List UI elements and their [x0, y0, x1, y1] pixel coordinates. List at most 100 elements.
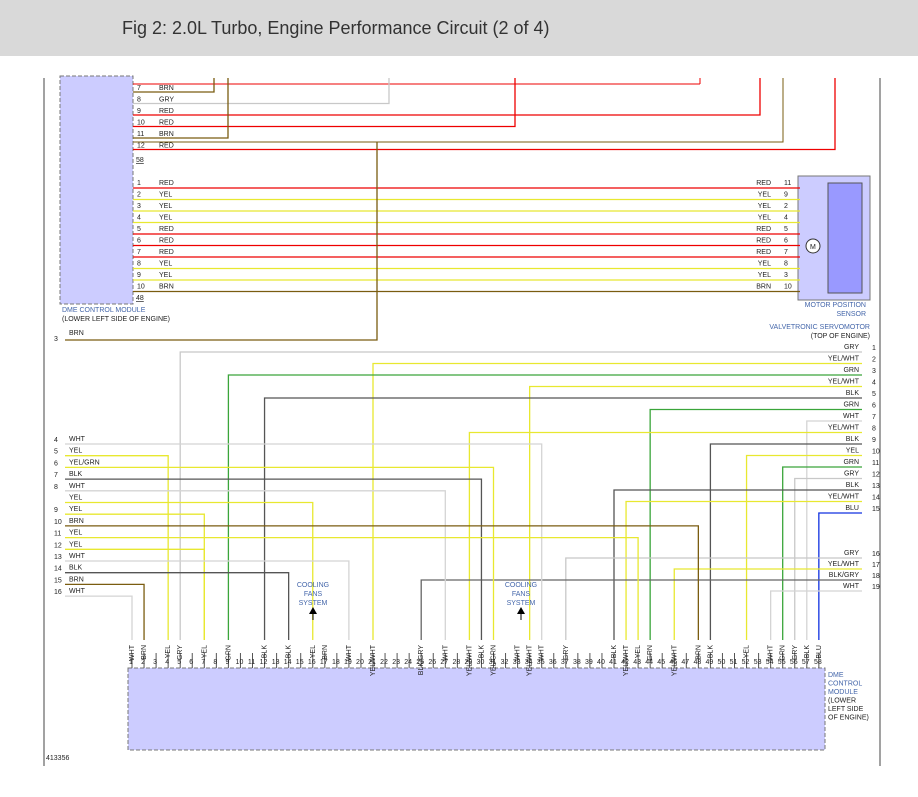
pin-number: 47: [681, 659, 689, 666]
pin-color: YEL/WHT: [527, 644, 534, 676]
wire: [745, 454, 862, 640]
pin-number: 42: [621, 659, 629, 666]
pin-number: 24: [404, 659, 412, 666]
sensor-wire-color: YEL: [758, 203, 771, 210]
arrow: [309, 607, 317, 614]
pin-number: 9: [872, 437, 876, 444]
wire: [625, 500, 862, 640]
sensor-pin-number: 6: [784, 238, 788, 245]
pin-color: BLK: [478, 645, 485, 659]
module-label: (LOWER: [828, 698, 856, 705]
pin-color: BLK: [611, 645, 618, 659]
pin-number: 9: [137, 108, 141, 115]
module-label: LEFT SIDE: [828, 706, 864, 713]
sensor-wire-color: RED: [756, 180, 771, 187]
pin-color: YEL: [744, 645, 751, 658]
module-label: DME: [828, 672, 844, 679]
wire-color: RED: [159, 120, 174, 127]
wire: [65, 443, 543, 640]
sensor-pin-number: 11: [784, 180, 791, 187]
pin-number: 52: [742, 659, 750, 666]
wire-color: BRN: [159, 131, 174, 138]
wire: [782, 466, 862, 640]
pin-number: 1: [872, 345, 876, 352]
wire-color: YEL: [69, 506, 82, 513]
sensor-pin-number: 7: [784, 249, 788, 256]
pin-color: WHT: [515, 644, 522, 661]
pin-number: 5: [137, 226, 141, 233]
header-bar: [0, 0, 918, 56]
pin-number: 7: [54, 472, 58, 479]
wire: [65, 560, 350, 640]
pin-number: 12: [54, 542, 62, 549]
cooling-fans-label: SYSTEM: [299, 600, 328, 607]
pin-color: YEL: [635, 645, 642, 658]
sensor-box: [827, 182, 863, 294]
pin-number: 1: [129, 659, 133, 666]
pin-number: 10: [872, 449, 880, 456]
pin-number: 19: [872, 584, 880, 591]
pin-number: 9: [54, 507, 58, 514]
sensor-wire-color: RED: [756, 226, 771, 233]
pin-number: 44: [645, 659, 653, 666]
pin-number: 53: [754, 659, 762, 666]
pin-color: BLK/GRY: [418, 645, 425, 676]
pin-color: YEL/WHT: [671, 644, 678, 676]
pin-number: 16: [308, 659, 316, 666]
wire-color: WHT: [843, 413, 860, 420]
pin-number: 33: [513, 659, 521, 666]
sensor-wire-color: YEL: [758, 272, 771, 279]
pin-number: 4: [165, 659, 169, 666]
pin-number: 51: [730, 659, 738, 666]
pin-color: BRN: [322, 645, 329, 660]
pin-number: 40: [597, 659, 605, 666]
pin-number: 3: [54, 336, 58, 343]
sensor-pin-number: 10: [784, 284, 792, 291]
upper-dme-box: [59, 75, 134, 305]
pin-number: 4: [137, 215, 141, 222]
component-location: (TOP OF ENGINE): [811, 333, 870, 340]
pin-number: 50: [718, 659, 726, 666]
lower-dme-box: [127, 667, 826, 751]
sensor-pin-number: 2: [784, 203, 788, 210]
pin-color: BLK: [286, 645, 293, 659]
wire-color: BRN: [159, 85, 174, 92]
pin-number: 8: [137, 261, 141, 268]
pin-number: 3: [137, 203, 141, 210]
wire: [65, 595, 133, 640]
pin-number: 2: [137, 192, 141, 199]
pin-number: 10: [54, 519, 62, 526]
wire: [818, 512, 862, 640]
pin-number: 34: [525, 659, 533, 666]
wire-color: BLK: [69, 471, 83, 478]
wire: [65, 513, 205, 640]
wire: [65, 466, 495, 640]
wire-color: RED: [159, 238, 174, 245]
pin-color: GRY: [177, 645, 184, 660]
wire-color: BLK: [846, 436, 860, 443]
pin-number: 14: [872, 495, 880, 502]
pin-color: BLK: [262, 645, 269, 659]
pin-color: WHT: [539, 644, 546, 661]
pin-color: GRY: [563, 645, 570, 660]
pin-color: YEL: [310, 645, 317, 658]
pin-number: 6: [872, 403, 876, 410]
pin-number: 39: [585, 659, 593, 666]
pin-number: 2: [872, 357, 876, 364]
wire-color: BLU: [845, 505, 859, 512]
pin-number: 13: [272, 659, 280, 666]
connector-label: 48: [136, 295, 144, 302]
wire-color: YEL: [159, 261, 172, 268]
wire: [133, 78, 516, 128]
wire-color: RED: [159, 226, 174, 233]
wire-color: RED: [159, 180, 174, 187]
wire: [806, 420, 862, 640]
sensor-pin-number: 9: [784, 192, 788, 199]
wire-color: YEL/WHT: [828, 494, 860, 501]
pin-number: 5: [177, 659, 181, 666]
cooling-fans-label: SYSTEM: [507, 600, 536, 607]
sensor-wire-color: RED: [756, 238, 771, 245]
pin-number: 17: [872, 562, 880, 569]
module-label: CONTROL: [828, 681, 862, 688]
